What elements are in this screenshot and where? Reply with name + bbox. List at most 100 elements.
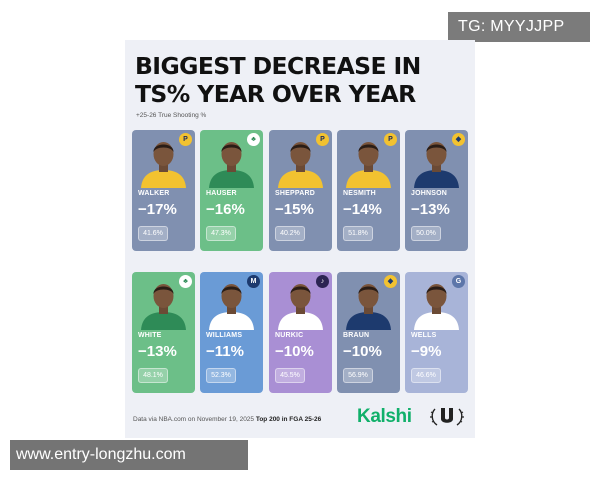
hair-shape [358, 286, 379, 294]
jersey-shape [141, 312, 186, 330]
ts-value: 51.8% [343, 226, 373, 241]
player-silhouette-icon [414, 142, 459, 188]
jersey-shape [346, 170, 391, 188]
headline-line-2: TS% YEAR OVER YEAR [135, 80, 416, 108]
ts-value: 46.6% [411, 368, 441, 383]
neck-shape [227, 163, 236, 172]
player-name: HAUSER [206, 190, 237, 197]
hair-shape [153, 286, 174, 294]
player-photo [405, 130, 468, 188]
grizzlies-logo-icon: G [452, 275, 465, 288]
player-silhouette-icon [141, 142, 186, 188]
headline: BIGGEST DECREASE IN TS% YEAR OVER YEAR [135, 52, 465, 108]
player-silhouette-icon [278, 284, 323, 330]
pacers-logo-icon: P [179, 133, 192, 146]
jazz-logo-icon: ♪ [316, 275, 329, 288]
neck-shape [296, 163, 305, 172]
jersey-shape [278, 170, 323, 188]
player-name: NESMITH [343, 190, 376, 197]
player-silhouette-icon [209, 284, 254, 330]
jersey-shape [346, 312, 391, 330]
neck-shape [364, 305, 373, 314]
player-silhouette-icon [209, 142, 254, 188]
player-card: ♣ WHITE −13% 48.1% [132, 272, 195, 393]
neck-shape [296, 305, 305, 314]
ts-value: 45.5% [275, 368, 305, 383]
player-photo [337, 130, 400, 188]
player-name: BRAUN [343, 332, 370, 339]
jersey-shape [414, 312, 459, 330]
ts-change: −10% [275, 343, 314, 360]
data-source-bold: Top 200 in FGA 25-26 [255, 416, 322, 423]
jersey-shape [278, 312, 323, 330]
neck-shape [159, 163, 168, 172]
player-name: NURKIC [275, 332, 304, 339]
pacers-logo-icon: P [384, 133, 397, 146]
pacers-logo-icon: P [316, 133, 329, 146]
player-card: ◆ BRAUN −10% 56.9% [337, 272, 400, 393]
player-photo [405, 272, 468, 330]
player-silhouette-icon [278, 142, 323, 188]
jersey-shape [209, 312, 254, 330]
player-photo [132, 130, 195, 188]
player-name: WELLS [411, 332, 437, 339]
player-silhouette-icon [346, 142, 391, 188]
player-card: M WILLIAMS −11% 52.3% [200, 272, 263, 393]
jersey-shape [141, 170, 186, 188]
player-photo [132, 272, 195, 330]
player-photo [337, 272, 400, 330]
hair-shape [358, 144, 379, 152]
player-name: WILLIAMS [206, 332, 243, 339]
player-name: SHEPPARD [275, 190, 315, 197]
data-source-prefix: Data via NBA.com on November 19, 2025 [133, 416, 256, 423]
neck-shape [432, 163, 441, 172]
player-name: WALKER [138, 190, 170, 197]
hair-shape [221, 286, 242, 294]
ts-value: 41.6% [138, 226, 168, 241]
player-photo [200, 272, 263, 330]
celtics-logo-icon: ♣ [179, 275, 192, 288]
ts-value: 40.2% [275, 226, 305, 241]
mavericks-logo-icon: M [247, 275, 260, 288]
ts-value: 48.1% [138, 368, 168, 383]
player-name: JOHNSON [411, 190, 448, 197]
hair-shape [153, 144, 174, 152]
neck-shape [159, 305, 168, 314]
player-name: WHITE [138, 332, 162, 339]
neck-shape [364, 163, 373, 172]
ts-change: −9% [411, 343, 442, 360]
ts-change: −13% [138, 343, 177, 360]
site-watermark: www.entry-longzhu.com [10, 440, 248, 470]
player-card: ◆ JOHNSON −13% 50.0% [405, 130, 468, 251]
ts-value: 50.0% [411, 226, 441, 241]
nuggets-logo-icon: ◆ [452, 133, 465, 146]
ts-change: −10% [343, 343, 382, 360]
hair-shape [290, 144, 311, 152]
ts-value: 56.9% [343, 368, 373, 383]
ts-change: −15% [275, 201, 314, 218]
ts-value: 52.3% [206, 368, 236, 383]
ts-change: −13% [411, 201, 450, 218]
data-source-note: Data via NBA.com on November 19, 2025 To… [133, 416, 321, 423]
player-photo [269, 130, 332, 188]
headline-line-1: BIGGEST DECREASE IN [135, 52, 421, 80]
jersey-shape [414, 170, 459, 188]
player-card: ♣ HAUSER −16% 47.3% [200, 130, 263, 251]
ts-change: −16% [206, 201, 245, 218]
player-silhouette-icon [346, 284, 391, 330]
telegram-watermark: TG: MYYJJPP [448, 12, 590, 42]
subnote: +25-26 True Shooting % [136, 112, 207, 119]
infographic: BIGGEST DECREASE IN TS% YEAR OVER YEAR +… [125, 40, 475, 438]
ts-change: −11% [206, 343, 244, 360]
player-card: G WELLS −9% 46.6% [405, 272, 468, 393]
player-card: P SHEPPARD −15% 40.2% [269, 130, 332, 251]
player-photo [269, 272, 332, 330]
player-photo [200, 130, 263, 188]
hair-shape [426, 144, 447, 152]
player-card: ♪ NURKIC −10% 45.5% [269, 272, 332, 393]
celtics-logo-icon: ♣ [247, 133, 260, 146]
player-card: P WALKER −17% 41.6% [132, 130, 195, 251]
kalshi-logo: Kalshi [357, 406, 412, 427]
nuggets-logo-icon: ◆ [384, 275, 397, 288]
hair-shape [426, 286, 447, 294]
